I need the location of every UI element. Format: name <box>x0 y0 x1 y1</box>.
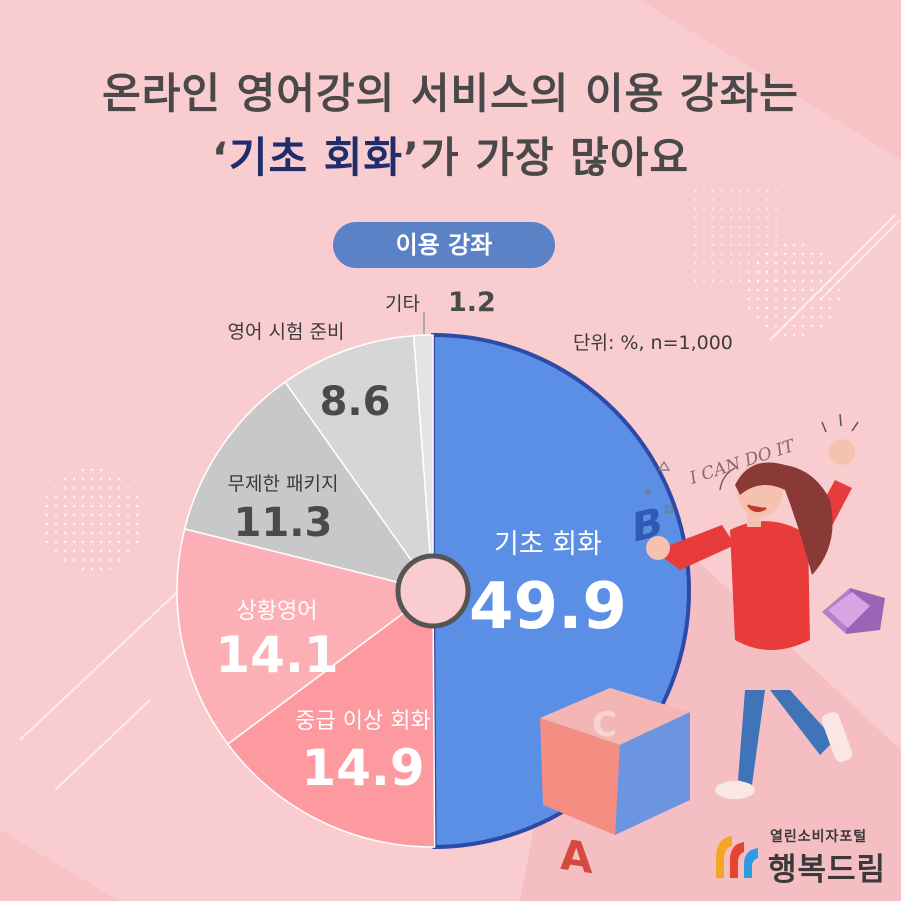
pie-center-hole <box>395 553 471 629</box>
pie-slice-5 <box>412 334 434 592</box>
title-highlight: 기초 회화 <box>224 124 408 185</box>
diagonal-line-left <box>19 579 191 741</box>
title-rest: 가 가장 많아요 <box>420 133 690 182</box>
slice-value-4: 8.6 <box>320 379 391 425</box>
title-line-2: ‘기초 회화’가 가장 많아요 <box>0 124 901 185</box>
pie-slice-1 <box>226 589 436 848</box>
corner-shape-bottom-left <box>0 830 120 901</box>
logo-main-text: 행복드림 <box>768 852 887 888</box>
diagonal-line-right <box>769 214 896 341</box>
title-quote-close: ’ <box>403 133 421 182</box>
cube-letter-c: C <box>592 705 617 745</box>
slice-value-2: 14.1 <box>215 626 338 684</box>
diagonal-line-left-2 <box>54 699 151 791</box>
category-pill: 이용 강좌 <box>333 222 555 268</box>
diagonal-line-right-2 <box>819 219 901 301</box>
slice-label-4: 영어 시험 준비 <box>228 321 345 343</box>
logo-top-text: 열린소비자포털 <box>770 829 868 845</box>
pie-slice-2 <box>176 527 435 746</box>
slice-label-0: 기초 회화 <box>494 529 602 560</box>
slice-value-3: 11.3 <box>234 500 333 546</box>
slice-value-5: 1.2 <box>448 287 496 318</box>
unit-note: 단위: %, n=1,000 <box>573 332 733 354</box>
slice-value-1: 14.9 <box>301 739 424 797</box>
book-illustration <box>822 588 885 634</box>
slice-label-5: 기타 <box>385 293 420 315</box>
slice-label-3: 무제한 패키지 <box>228 473 339 495</box>
pie-slice-3 <box>183 380 435 593</box>
title-quote-open: ‘ <box>211 133 229 182</box>
corner-shape-top-right <box>640 0 901 160</box>
pie-slice-4 <box>284 334 434 594</box>
cube-letter-a: A <box>560 830 593 883</box>
dot-circle-left <box>41 468 145 572</box>
cube-letter-b: B <box>632 497 662 552</box>
dot-patch-right <box>690 190 780 285</box>
slice-label-1: 중급 이상 회화 <box>295 709 430 734</box>
slice-label-2: 상황영어 <box>237 599 318 624</box>
logo-mark-icon <box>716 836 758 878</box>
happy-dream-logo: 열린소비자포털 행복드림 <box>708 826 888 888</box>
slice-value-0: 49.9 <box>469 570 627 644</box>
title-line-1: 온라인 영어강의 서비스의 이용 강좌는 <box>102 69 799 118</box>
abc-cube-illustration: A B C <box>540 497 690 883</box>
